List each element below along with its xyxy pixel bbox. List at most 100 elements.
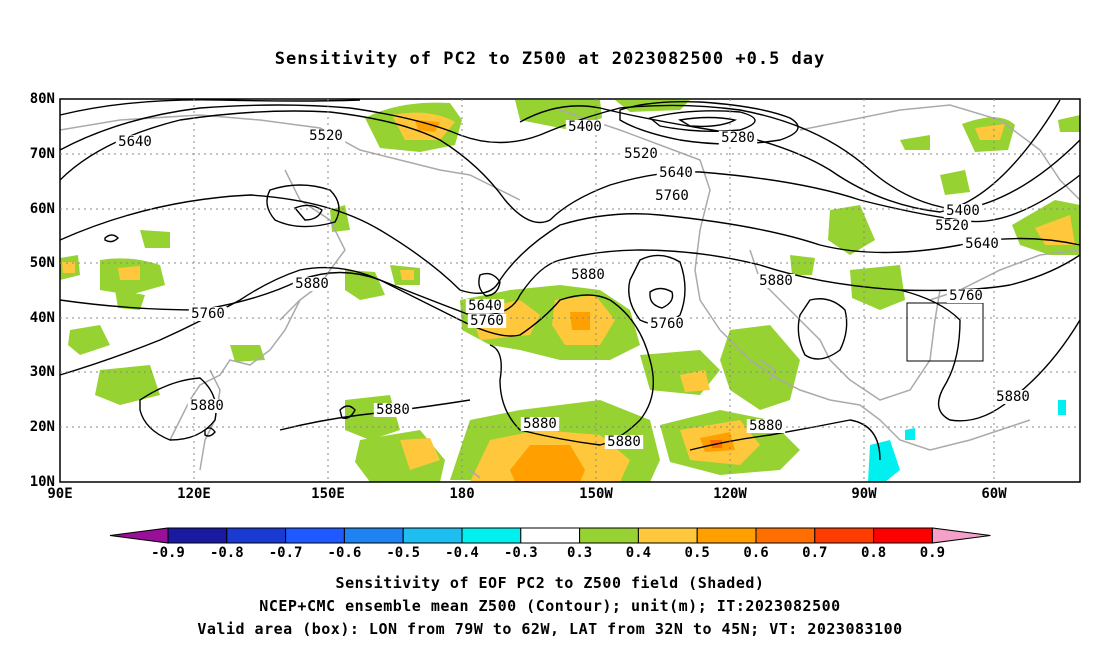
contour-labels: 5640 552054005280552056405760540055205640… (115, 119, 1033, 450)
contour-label-bg (373, 403, 413, 417)
contour-label: 5880 (749, 418, 783, 434)
page-title: Sensitivity of PC2 to Z500 at 2023082500… (274, 49, 826, 69)
contour-label: 5760 (650, 316, 684, 332)
lon-label: 180 (449, 486, 474, 502)
colorbar-swatch (637, 527, 698, 544)
contour-label-bg (520, 417, 560, 431)
footer-line-1: Sensitivity of EOF PC2 to Z500 field (Sh… (335, 574, 765, 592)
colorbar-label: 0.6 (743, 545, 768, 561)
colorbar-swatch (402, 527, 463, 544)
footer-line-2: NCEP+CMC ensemble mean Z500 (Contour); u… (259, 597, 841, 615)
lat-label: 80N (30, 91, 55, 107)
contour-label: 5880 (571, 267, 605, 283)
lat-label: 40N (30, 310, 55, 326)
colorbar-swatch (873, 527, 933, 544)
lon-label: 60W (981, 486, 1007, 502)
contour-label: 5760 (191, 306, 225, 322)
colorbar-swatch (814, 527, 875, 544)
contour-label-bg (943, 204, 983, 218)
contour-label-bg (621, 147, 661, 161)
contour-label-bg (756, 274, 796, 288)
colorbar-max-arrow (931, 527, 991, 544)
contour-label: 5400 (946, 203, 980, 219)
lon-label: 90E (47, 486, 72, 502)
contour-label: 5760 (655, 188, 689, 204)
contour-label-bg (188, 307, 228, 321)
colorbar (109, 527, 991, 544)
colorbar-label: 0.8 (861, 545, 886, 561)
contour-label-bg (656, 166, 696, 180)
lat-label: 60N (30, 201, 55, 217)
contour-label: 5880 (190, 398, 224, 414)
contour-label: 5880 (376, 402, 410, 418)
contour-label-bg (565, 120, 605, 134)
lat-label: 50N (30, 255, 55, 271)
contour-label-bg (306, 129, 346, 143)
contour-label-bg (465, 299, 505, 313)
lon-label: 120E (177, 486, 211, 502)
footer-line-3: Valid area (box): LON from 79W to 62W, L… (197, 620, 903, 638)
contour-label: 5400 (568, 119, 602, 135)
contour-label-bg (993, 390, 1033, 404)
contour-label-bg (467, 314, 507, 328)
contour-label: 5520 (624, 146, 658, 162)
lat-label: 10N (30, 474, 55, 490)
contour-label-bg (647, 317, 687, 331)
colorbar-swatch (696, 527, 757, 544)
colorbar-swatch (520, 527, 581, 544)
lon-label: 150W (579, 486, 613, 502)
lon-label: 90W (851, 486, 877, 502)
contour-label: 5880 (759, 273, 793, 289)
colorbar-label: -0.4 (445, 545, 479, 561)
lon-label: 150E (311, 486, 345, 502)
colorbar-label: -0.6 (328, 545, 362, 561)
contour-label-bg (187, 399, 227, 413)
contour-label: 5640 (118, 134, 152, 150)
contour-label: 5760 (949, 288, 983, 304)
valid-area-box (906, 302, 984, 362)
colorbar-label: 0.4 (626, 545, 651, 561)
contour-label-bg (652, 189, 692, 203)
contour-label-bg (115, 135, 155, 149)
colorbar-swatch (579, 527, 639, 544)
colorbar-label: 0.5 (685, 545, 710, 561)
contour-label-bg (568, 268, 608, 282)
latitude-labels: 80N 70N 60N 50N 40N 30N 20N 10N (30, 91, 55, 490)
gridlines (60, 99, 1080, 482)
colorbar-label: -0.7 (269, 545, 303, 561)
colorbar-swatch (461, 527, 522, 544)
longitude-labels: 90E 120E 150E 180 150W 120W 90W 60W (47, 486, 1007, 502)
contour-label: 5280 (721, 130, 755, 146)
colorbar-label: -0.5 (386, 545, 420, 561)
colorbar-labels: -0.9 -0.8 -0.7 -0.6 -0.5 -0.4 -0.3 0.3 0.4 0.5 0.6… (151, 545, 945, 561)
colorbar-label: -0.8 (210, 545, 244, 561)
colorbar-swatch (755, 527, 816, 544)
colorbar-label: 0.3 (567, 545, 592, 561)
contour-label: 5520 (309, 128, 343, 144)
coastlines (59, 104, 1081, 479)
colorbar-swatch (167, 527, 228, 544)
colorbar-swatch (343, 527, 404, 544)
colorbar-label: 0.9 (920, 545, 945, 561)
contour-label: 5640 (468, 298, 502, 314)
lon-label: 120W (713, 486, 747, 502)
colorbar-min-arrow (109, 527, 169, 544)
contour-label-bg (718, 131, 758, 145)
contour-label-bg (932, 219, 972, 233)
contour-label-bg (746, 419, 786, 433)
colorbar-swatch (285, 527, 345, 544)
colorbar-label: -0.3 (504, 545, 538, 561)
lat-label: 70N (30, 146, 55, 162)
contour-label-bg (962, 237, 1002, 251)
contour-label: 5880 (607, 434, 641, 450)
colorbar-label: -0.9 (151, 545, 185, 561)
contour-label: 5640 (965, 236, 999, 252)
map-frame (59, 98, 1081, 483)
contour-label: 5880 (996, 389, 1030, 405)
contour-label-bg (292, 277, 332, 291)
colorbar-label: 0.7 (802, 545, 827, 561)
height-contours (59, 99, 1081, 461)
contour-label-bg (604, 435, 644, 449)
contour-label: 5640 (659, 165, 693, 181)
